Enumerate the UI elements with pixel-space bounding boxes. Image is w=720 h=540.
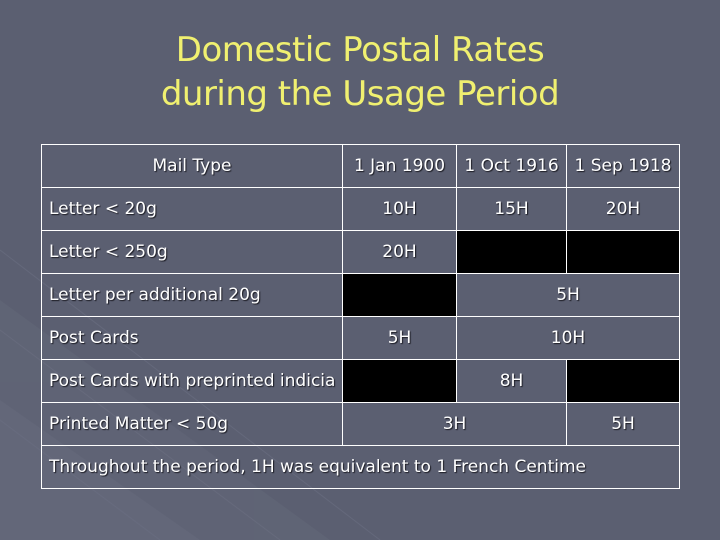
rate-cell: 10H [456, 316, 680, 360]
footnote: Throughout the period, 1H was equivalent… [41, 445, 680, 489]
row-label: Letter < 20g [41, 187, 343, 231]
table-row: Post Cards with preprinted indicia 8H [41, 359, 680, 403]
row-label: Letter per additional 20g [41, 273, 343, 317]
row-label: Letter < 250g [41, 230, 343, 274]
slide-title: Domestic Postal Rates during the Usage P… [0, 28, 720, 116]
rate-cell: 20H [342, 230, 457, 274]
not-applicable-cell [342, 273, 457, 317]
header-date-2: 1 Oct 1916 [456, 144, 567, 188]
rate-cell: 8H [456, 359, 567, 403]
slide-title-line-1: Domestic Postal Rates [175, 30, 545, 70]
table-footnote-row: Throughout the period, 1H was equivalent… [41, 445, 680, 489]
rate-cell: 3H [342, 402, 567, 446]
not-applicable-cell [456, 230, 567, 274]
not-applicable-cell [342, 359, 457, 403]
row-label: Post Cards with preprinted indicia [41, 359, 343, 403]
rate-cell: 5H [342, 316, 457, 360]
header-date-1: 1 Jan 1900 [342, 144, 457, 188]
slide-title-line-2: during the Usage Period [160, 74, 560, 114]
table-row: Printed Matter < 50g 3H 5H [41, 402, 680, 446]
table-row: Letter per additional 20g 5H [41, 273, 680, 317]
rate-cell: 10H [342, 187, 457, 231]
header-date-3: 1 Sep 1918 [566, 144, 680, 188]
rate-cell: 5H [566, 402, 680, 446]
row-label: Printed Matter < 50g [41, 402, 343, 446]
rate-cell: 20H [566, 187, 680, 231]
header-mail-type: Mail Type [41, 144, 343, 188]
table-row: Post Cards 5H 10H [41, 316, 680, 360]
not-applicable-cell [566, 359, 680, 403]
rate-cell: 5H [456, 273, 680, 317]
table-row: Letter < 20g 10H 15H 20H [41, 187, 680, 231]
table-row: Letter < 250g 20H [41, 230, 680, 274]
postal-rates-table: Mail Type 1 Jan 1900 1 Oct 1916 1 Sep 19… [41, 144, 680, 489]
not-applicable-cell [566, 230, 680, 274]
row-label: Post Cards [41, 316, 343, 360]
rate-cell: 15H [456, 187, 567, 231]
table-header-row: Mail Type 1 Jan 1900 1 Oct 1916 1 Sep 19… [41, 144, 680, 188]
